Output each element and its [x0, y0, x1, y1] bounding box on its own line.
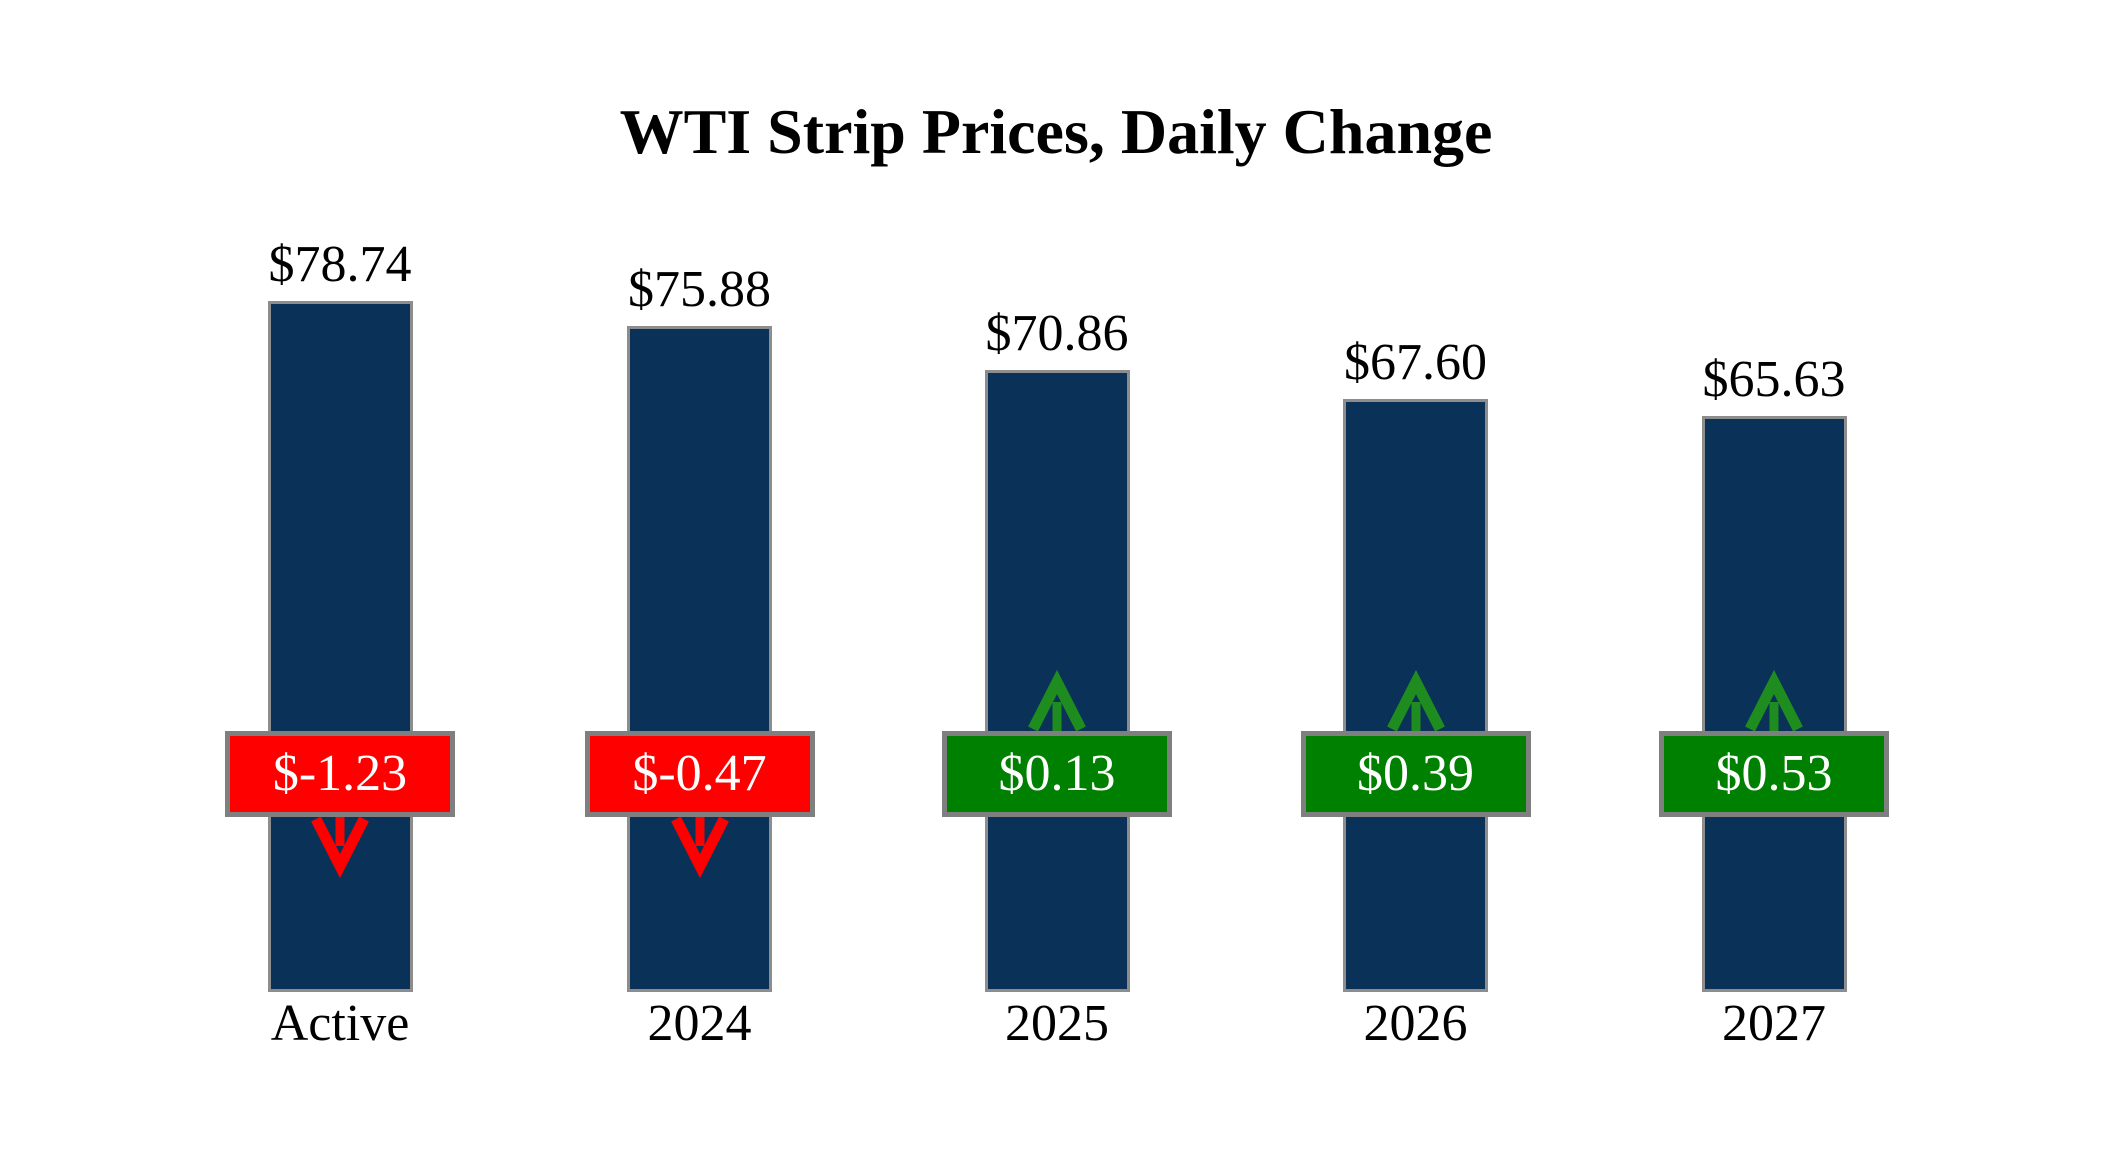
bar-value-label: $65.63: [1702, 351, 1846, 408]
axis-label-active: Active: [270, 995, 410, 1052]
change-badge-value: $-0.47: [632, 745, 767, 802]
bar-value-label: $75.88: [628, 261, 771, 318]
axis-label-2026: 2026: [1363, 995, 1468, 1052]
change-badge-active: $-1.23: [225, 731, 455, 817]
change-arrow-down-icon: [670, 816, 729, 878]
bar-2026: [1343, 399, 1488, 992]
change-badge-value: $0.13: [998, 745, 1116, 802]
chart-title: WTI Strip Prices, Daily Change: [619, 96, 1493, 167]
change-arrow-down-icon: [311, 816, 369, 878]
bar-value-label: $67.60: [1344, 334, 1487, 391]
axis-label-2027: 2027: [1722, 995, 1826, 1052]
axis-label-2025: 2025: [1005, 995, 1109, 1052]
axis-label-2024: 2024: [647, 995, 752, 1052]
change-arrow-up-icon: [1386, 670, 1445, 732]
bar-2024: [627, 326, 772, 992]
bar-value-label: $78.74: [268, 236, 412, 293]
change-arrow-up-icon: [1745, 670, 1803, 732]
change-badge-2026: $0.39: [1300, 731, 1531, 817]
change-badge-value: $0.53: [1715, 745, 1833, 802]
bar-2027: [1701, 416, 1847, 992]
change-arrow-up-icon: [1028, 670, 1086, 732]
change-badge-2027: $0.53: [1659, 731, 1889, 817]
change-badge-2024: $-0.47: [584, 731, 815, 817]
change-badge-value: $0.39: [1357, 745, 1474, 802]
bar-value-label: $70.86: [985, 305, 1129, 362]
change-badge-value: $-1.23: [272, 745, 408, 802]
change-badge-2025: $0.13: [942, 731, 1172, 817]
bar-active: [267, 301, 413, 992]
